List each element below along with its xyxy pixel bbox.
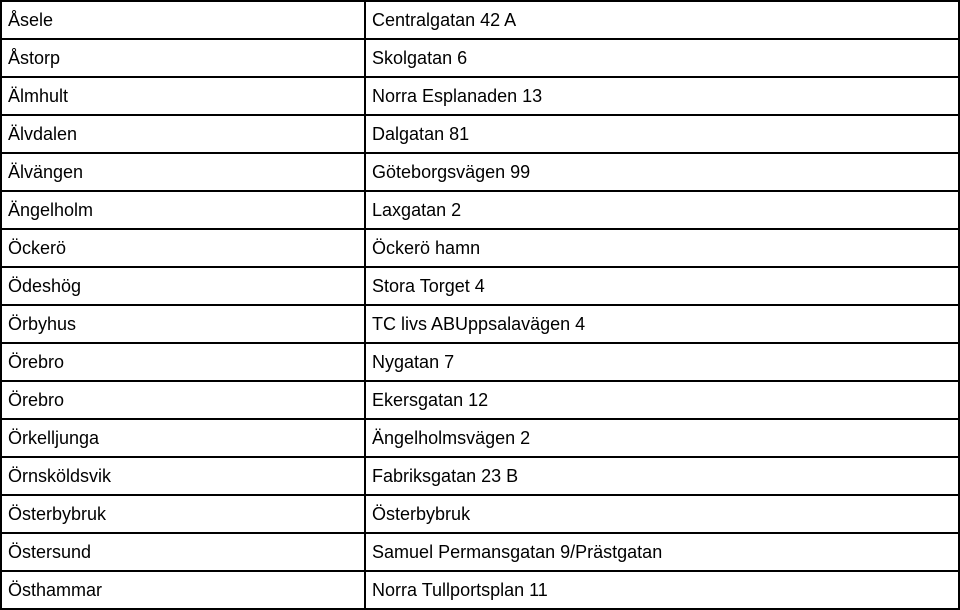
address-cell: Göteborgsvägen 99 <box>365 153 959 191</box>
address-table: Åsele Centralgatan 42 A Åstorp Skolgatan… <box>0 0 960 610</box>
town-cell: Östhammar <box>1 571 365 609</box>
town-cell: Östersund <box>1 533 365 571</box>
table-row: Östersund Samuel Permansgatan 9/Prästgat… <box>1 533 959 571</box>
town-cell: Örbyhus <box>1 305 365 343</box>
address-cell: Fabriksgatan 23 B <box>365 457 959 495</box>
address-cell: TC livs ABUppsalavägen 4 <box>365 305 959 343</box>
address-cell: Öckerö hamn <box>365 229 959 267</box>
table-row: Östhammar Norra Tullportsplan 11 <box>1 571 959 609</box>
address-table-body: Åsele Centralgatan 42 A Åstorp Skolgatan… <box>1 1 959 609</box>
address-cell: Dalgatan 81 <box>365 115 959 153</box>
address-cell: Österbybruk <box>365 495 959 533</box>
table-row: Ödeshög Stora Torget 4 <box>1 267 959 305</box>
table-row: Älmhult Norra Esplanaden 13 <box>1 77 959 115</box>
address-cell: Norra Esplanaden 13 <box>365 77 959 115</box>
town-cell: Örnsköldsvik <box>1 457 365 495</box>
town-cell: Älvängen <box>1 153 365 191</box>
table-row: Österbybruk Österbybruk <box>1 495 959 533</box>
table-row: Örbyhus TC livs ABUppsalavägen 4 <box>1 305 959 343</box>
table-row: Ängelholm Laxgatan 2 <box>1 191 959 229</box>
address-cell: Centralgatan 42 A <box>365 1 959 39</box>
table-row: Älvdalen Dalgatan 81 <box>1 115 959 153</box>
table-row: Örebro Nygatan 7 <box>1 343 959 381</box>
address-cell: Norra Tullportsplan 11 <box>365 571 959 609</box>
town-cell: Åsele <box>1 1 365 39</box>
table-row: Örebro Ekersgatan 12 <box>1 381 959 419</box>
town-cell: Åstorp <box>1 39 365 77</box>
town-cell: Örebro <box>1 381 365 419</box>
table-row: Örkelljunga Ängelholmsvägen 2 <box>1 419 959 457</box>
town-cell: Älvdalen <box>1 115 365 153</box>
address-cell: Ängelholmsvägen 2 <box>365 419 959 457</box>
table-row: Örnsköldsvik Fabriksgatan 23 B <box>1 457 959 495</box>
town-cell: Älmhult <box>1 77 365 115</box>
town-cell: Ödeshög <box>1 267 365 305</box>
table-row: Åsele Centralgatan 42 A <box>1 1 959 39</box>
town-cell: Öckerö <box>1 229 365 267</box>
table-row: Öckerö Öckerö hamn <box>1 229 959 267</box>
address-cell: Nygatan 7 <box>365 343 959 381</box>
table-row: Åstorp Skolgatan 6 <box>1 39 959 77</box>
address-cell: Laxgatan 2 <box>365 191 959 229</box>
address-cell: Samuel Permansgatan 9/Prästgatan <box>365 533 959 571</box>
address-cell: Skolgatan 6 <box>365 39 959 77</box>
address-cell: Stora Torget 4 <box>365 267 959 305</box>
town-cell: Örkelljunga <box>1 419 365 457</box>
town-cell: Örebro <box>1 343 365 381</box>
town-cell: Österbybruk <box>1 495 365 533</box>
table-row: Älvängen Göteborgsvägen 99 <box>1 153 959 191</box>
address-cell: Ekersgatan 12 <box>365 381 959 419</box>
town-cell: Ängelholm <box>1 191 365 229</box>
